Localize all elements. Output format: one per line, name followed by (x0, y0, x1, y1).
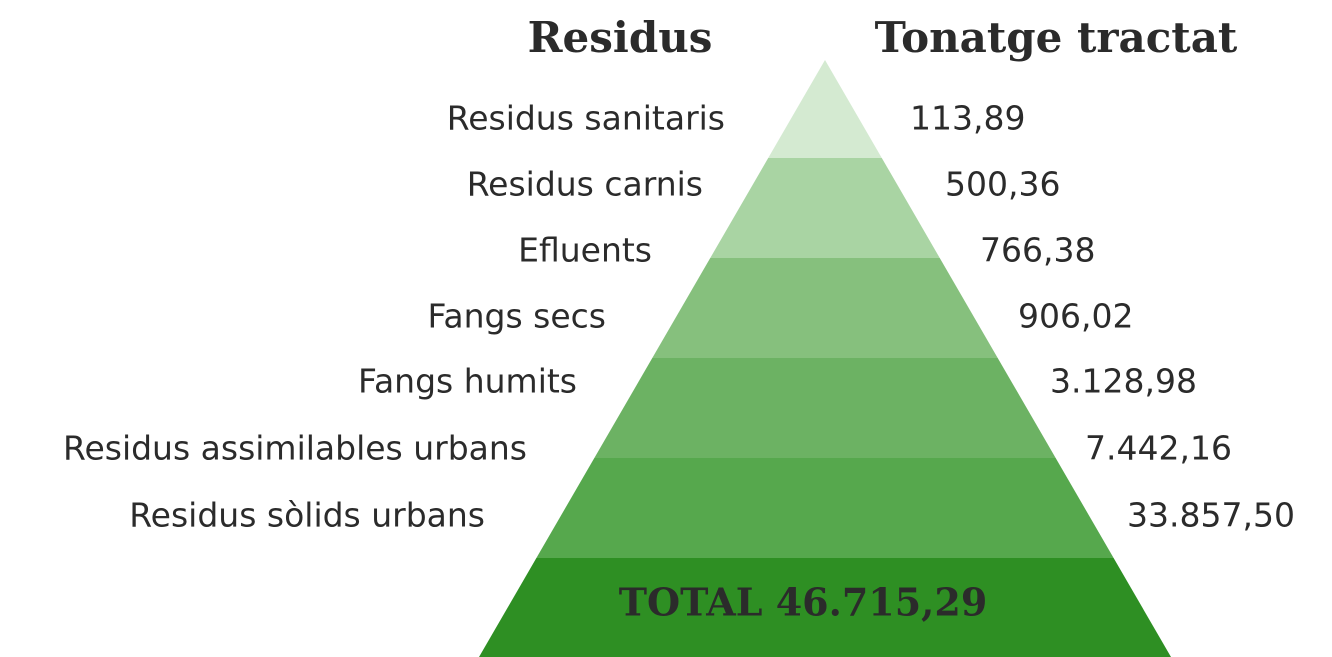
row-value: 766,38 (980, 231, 1095, 270)
right-header: Tonatge tractat (875, 13, 1238, 62)
row-label: Fangs humits (358, 362, 577, 401)
pyramid-band (652, 258, 998, 358)
row-label: Residus sanitaris (447, 99, 725, 138)
pyramid-band (768, 60, 882, 158)
row-value: 7.442,16 (1085, 429, 1232, 468)
left-header: Residus (528, 13, 713, 62)
row-label: Efluents (518, 231, 652, 270)
row-value: 906,02 (1018, 297, 1133, 336)
pyramid-band (479, 558, 1171, 657)
total-label: TOTAL 46.715,29 (619, 580, 988, 625)
row-value: 113,89 (910, 99, 1025, 138)
row-label: Residus assimilables urbans (63, 429, 527, 468)
pyramid-band (594, 358, 1056, 458)
row-label: Fangs secs (427, 297, 606, 336)
pyramid-band (710, 158, 940, 258)
row-value: 500,36 (945, 165, 1060, 204)
pyramid (479, 60, 1171, 657)
row-value: 3.128,98 (1050, 362, 1197, 401)
row-value: 33.857,50 (1127, 496, 1295, 535)
row-label: Residus sòlids urbans (129, 496, 485, 535)
row-label: Residus carnis (467, 165, 703, 204)
pyramid-band (536, 458, 1114, 558)
